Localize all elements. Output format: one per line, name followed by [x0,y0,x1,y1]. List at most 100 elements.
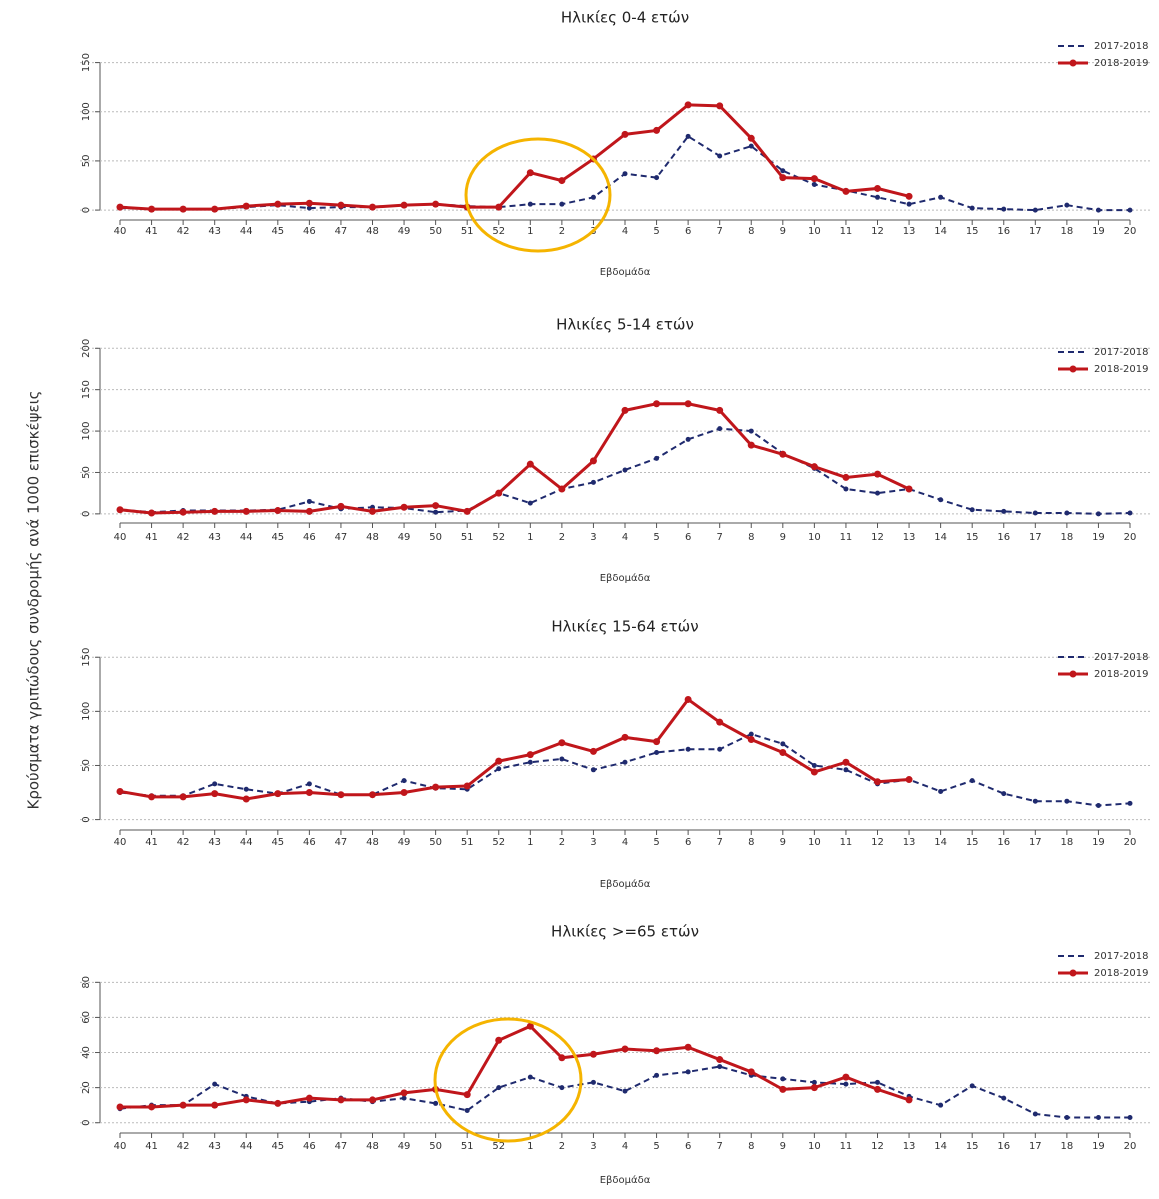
x-tick-label: 11 [840,837,853,848]
chart-title: Ηλικίες 15-64 ετών [551,618,698,636]
data-point [621,733,629,741]
x-tick-label: 51 [461,226,474,237]
data-point [463,507,471,515]
x-tick-label: 40 [114,1141,127,1152]
x-tick-label: 51 [461,532,474,543]
x-tick-label: 9 [780,837,786,848]
x-tick-label: 15 [966,1141,979,1152]
x-tick-label: 19 [1092,226,1105,237]
data-point [1032,798,1038,804]
x-tick-label: 1 [527,837,533,848]
data-point [306,205,312,211]
data-point [717,746,723,752]
x-tick-label: 13 [903,837,916,848]
x-tick-label: 43 [208,1141,221,1152]
data-point [589,457,597,465]
x-tick-label: 44 [240,1141,253,1152]
x-tick-label: 41 [145,1141,158,1152]
x-tick-label: 2 [559,226,565,237]
y-tick-label: 80 [81,976,92,989]
data-point [211,790,219,798]
legend-marker [1069,670,1077,678]
x-tick-label: 44 [240,532,253,543]
data-point [875,1079,880,1085]
data-point [212,1081,218,1087]
data-point [1001,206,1007,212]
data-point [810,768,818,776]
x-tick-label: 2 [559,532,565,543]
data-point [433,1100,439,1106]
x-tick-label: 3 [590,837,596,848]
data-point [1064,798,1070,804]
data-point [811,1079,817,1085]
data-point [905,485,913,493]
x-tick-label: 49 [398,532,411,543]
data-point [653,126,661,134]
y-tick-label: 100 [81,422,92,441]
x-tick-label: 11 [840,1141,853,1152]
data-point [654,749,660,755]
legend-marker [1069,59,1077,67]
data-point [1127,1114,1133,1120]
y-tick-label: 60 [81,1011,92,1024]
x-tick-label: 6 [685,226,691,237]
x-tick-label: 12 [871,532,884,543]
x-tick-label: 2 [559,837,565,848]
data-point [1032,207,1038,213]
data-point [211,205,219,213]
data-point [1064,202,1070,208]
data-point [337,502,345,510]
data-point [274,1099,282,1107]
x-tick-label: 45 [271,226,284,237]
x-tick-label: 42 [177,532,190,543]
x-tick-label: 47 [335,837,348,848]
data-point [496,1085,502,1091]
x-tick-label: 1 [527,1141,533,1152]
data-point [1001,508,1007,514]
legend-label: 2017-2018 [1094,347,1149,358]
x-tick-label: 45 [271,532,284,543]
data-point [906,201,912,207]
x-axis-title: Εβδομάδα [600,266,651,278]
data-point [717,1064,723,1070]
x-tick-label: 20 [1124,1141,1137,1152]
legend-label: 2017-2018 [1094,951,1149,962]
data-point [242,507,250,515]
data-point [212,781,218,787]
data-point [747,1068,755,1076]
data-point [684,695,692,703]
y-tick-label: 50 [81,759,92,772]
x-tick-label: 5 [653,532,659,543]
data-point [495,489,503,497]
x-tick-label: 17 [1029,1141,1042,1152]
data-point [558,177,566,185]
data-point [622,467,628,473]
data-point [590,767,596,773]
data-point [747,735,755,743]
data-point [369,1096,376,1104]
x-tick-label: 48 [366,1141,379,1152]
y-tick-label: 0 [81,207,92,213]
x-tick-label: 42 [177,837,190,848]
series-line [120,1024,910,1109]
data-point [337,1096,345,1104]
x-tick-label: 12 [871,837,884,848]
x-tick-label: 40 [114,226,127,237]
legend-label: 2018-2019 [1094,58,1149,69]
x-tick-label: 15 [966,532,979,543]
data-point [495,1036,503,1044]
data-point [779,748,787,756]
data-point [337,201,345,209]
data-point [116,506,124,514]
x-tick-label: 12 [871,1141,884,1152]
x-tick-label: 10 [808,1141,821,1152]
data-point [590,194,596,200]
x-tick-label: 15 [966,837,979,848]
data-point [780,741,786,747]
x-tick-label: 42 [177,1141,190,1152]
data-point [211,507,219,515]
data-point [905,776,913,784]
data-point [242,795,250,803]
chart-title: Ηλικίες 5-14 ετών [556,316,694,334]
data-point [148,205,156,213]
